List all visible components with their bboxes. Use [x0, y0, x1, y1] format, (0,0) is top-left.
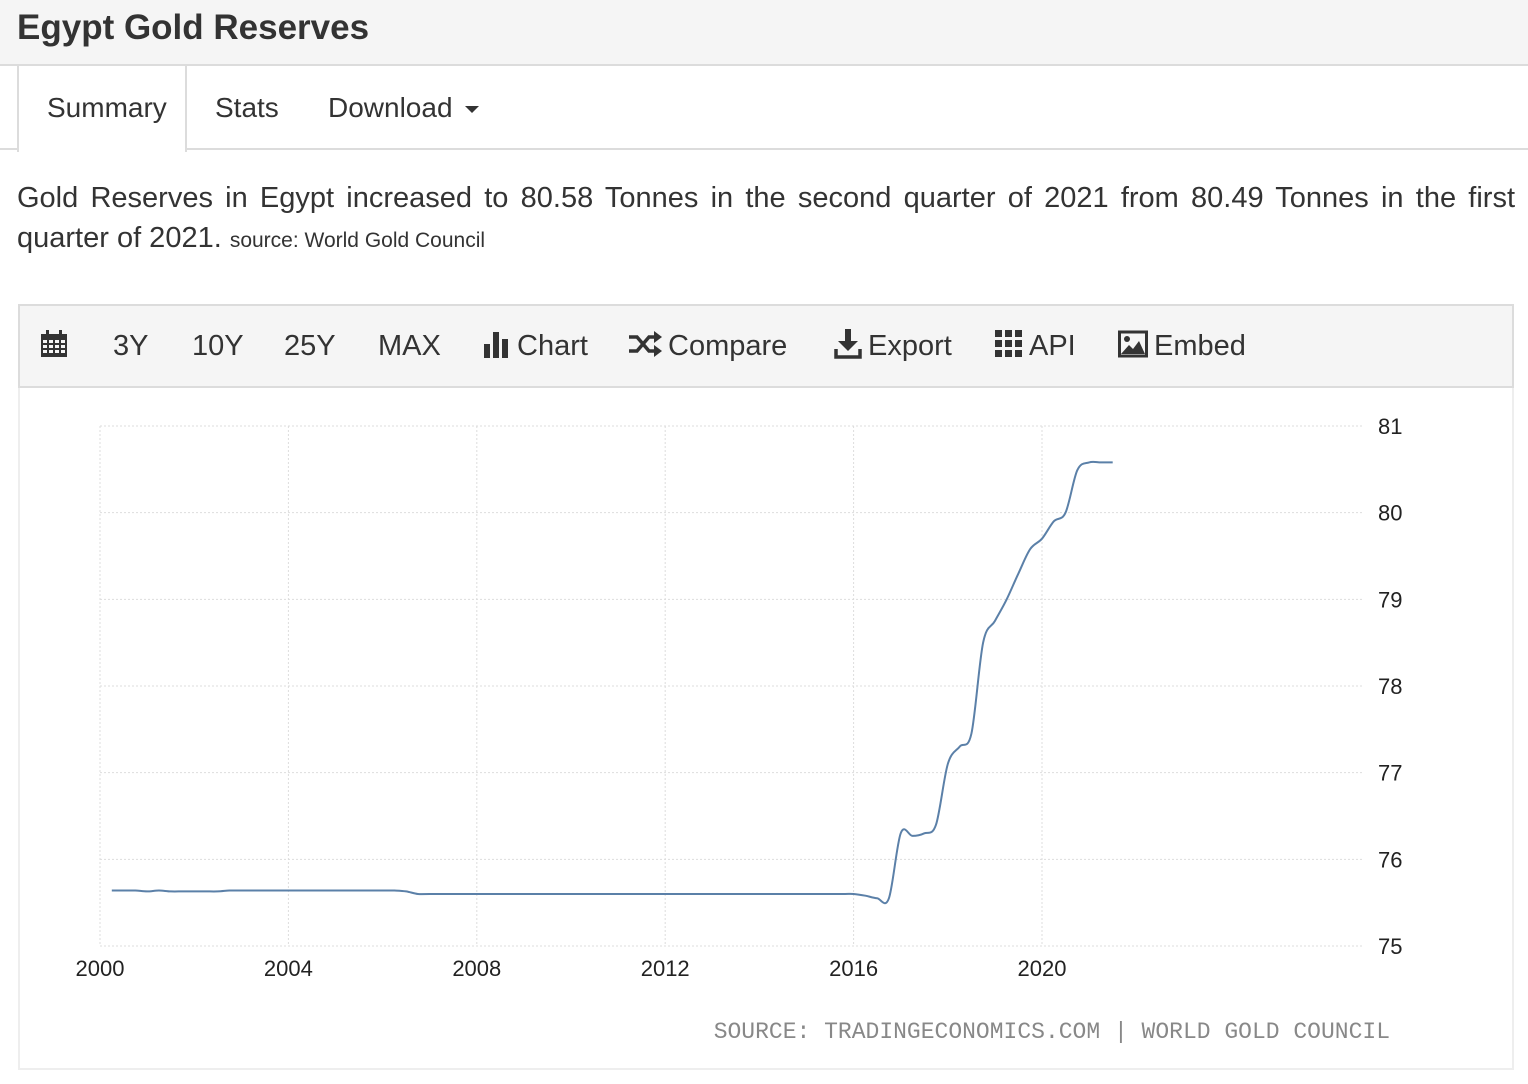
bar-chart-icon — [484, 332, 508, 359]
embed-label: Embed — [1154, 330, 1246, 362]
grid-icon — [995, 330, 1022, 358]
summary-text: Gold Reserves in Egypt increased to 80.5… — [17, 182, 1515, 254]
grid-lines — [99, 425, 1362, 947]
page-title: Egypt Gold Reserves — [17, 8, 370, 47]
y-tick-label: 80 — [1378, 501, 1402, 526]
calendar-icon — [41, 330, 67, 358]
compare-button[interactable]: Compare — [628, 306, 787, 386]
y-tick-label: 75 — [1378, 934, 1402, 959]
export-label: Export — [868, 330, 952, 362]
summary-source: source: World Gold Council — [229, 229, 486, 252]
y-tick-label: 78 — [1378, 674, 1402, 699]
compare-label: Compare — [668, 330, 788, 362]
range-3y-button[interactable]: 3Y — [113, 330, 149, 362]
x-tick-label: 2016 — [829, 956, 878, 981]
chart-type-label: Chart — [517, 330, 588, 362]
image-icon — [1118, 330, 1148, 358]
caret-down-icon — [464, 106, 479, 114]
download-icon — [834, 329, 862, 360]
shuffle-icon — [629, 331, 662, 358]
tab-stats[interactable]: Stats — [215, 92, 279, 123]
y-tick-label: 77 — [1378, 761, 1402, 786]
x-tick-label: 2020 — [1018, 956, 1067, 981]
chart-container: 75 76 77 78 79 80 81 2000 2004 2008 2012 2016 2020 S… — [18, 388, 1514, 1070]
title-bar: Egypt Gold Reserves — [0, 0, 1528, 66]
y-tick-label: 79 — [1378, 587, 1402, 612]
summary-paragraph: Gold Reserves in Egypt increased to 80.5… — [17, 178, 1515, 261]
tab-summary[interactable]: Summary — [17, 66, 187, 152]
export-button[interactable]: Export — [834, 306, 952, 386]
api-button[interactable]: API — [995, 306, 1076, 386]
axis-labels: 75 76 77 78 79 80 81 2000 2004 2008 2012 2016 2020 — [76, 414, 1403, 981]
tab-bar: Summary Stats Download — [0, 66, 1528, 152]
range-25y-button[interactable]: 25Y — [284, 330, 336, 362]
chart-type-button[interactable]: Chart — [483, 306, 588, 386]
embed-button[interactable]: Embed — [1118, 306, 1246, 386]
y-tick-label: 76 — [1378, 847, 1402, 872]
x-tick-label: 2008 — [452, 956, 501, 981]
line-chart: 75 76 77 78 79 80 81 2000 2004 2008 2012 2016 2020 S… — [76, 414, 1403, 1045]
chart-source-credit: SOURCE: TRADINGECONOMICS.COM | WORLD GOL… — [714, 1019, 1390, 1045]
y-tick-label: 81 — [1378, 414, 1402, 439]
x-tick-label: 2004 — [264, 956, 313, 981]
range-max-button[interactable]: MAX — [378, 330, 441, 362]
gold-reserves-line — [111, 460, 1113, 905]
api-label: API — [1029, 330, 1076, 362]
x-tick-label: 2012 — [641, 956, 690, 981]
x-tick-label: 2000 — [76, 956, 125, 981]
date-range-button[interactable] — [40, 306, 74, 386]
tab-download[interactable]: Download — [328, 66, 479, 150]
chart-toolbar: 3Y 10Y 25Y MAX Chart Compare Export — [18, 304, 1514, 388]
range-10y-button[interactable]: 10Y — [192, 330, 244, 362]
tab-download-label: Download — [328, 92, 453, 123]
